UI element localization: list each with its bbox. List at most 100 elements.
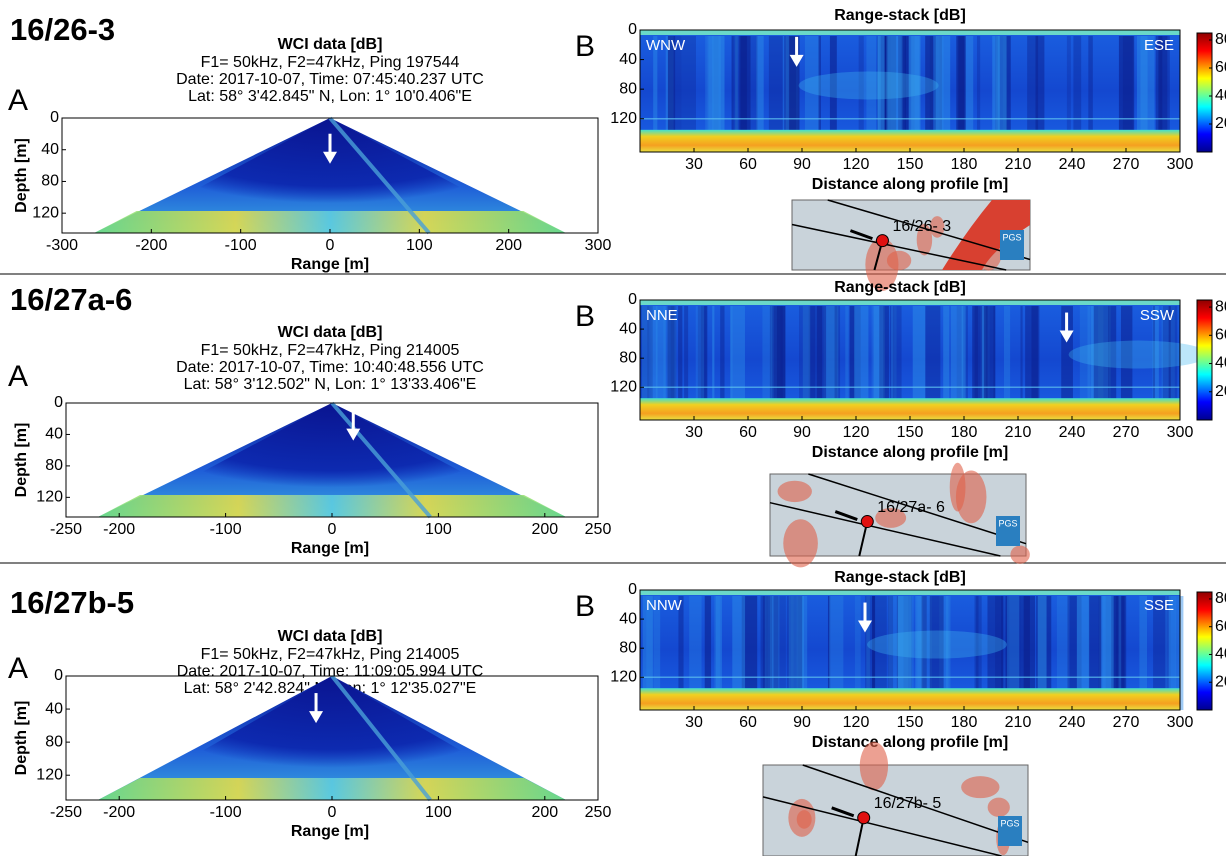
x-tick-label: 30 [685,156,703,173]
x-tick-label: 30 [685,714,703,731]
y-tick-label: 80 [41,173,59,190]
well-location [858,812,870,824]
x-tick-label: -200 [135,237,167,254]
x-tick-label: 250 [585,804,612,821]
x-tick-label: 150 [897,424,924,441]
well-name: 16/26-3 [10,12,115,47]
colorbar-tick-label: 60 [1215,59,1226,76]
wci-image [98,676,566,800]
x-tick-label: 90 [793,156,811,173]
x-axis-label: Distance along profile [m] [812,176,1008,193]
wci-title: WCI data [dB] [278,628,383,645]
y-axis-label: Depth [m] [13,701,30,776]
wci-subtitle: F1= 50kHz, F2=47kHz, Ping 214005 [201,646,460,663]
x-tick-label: 200 [495,237,522,254]
panel-label: B [575,300,595,333]
x-tick-label: -200 [103,804,135,821]
x-tick-label: -100 [225,237,257,254]
x-tick-label: 250 [585,521,612,538]
x-tick-label: 0 [328,521,337,538]
well-map-label: 16/27b- 5 [874,795,942,812]
x-tick-label: 270 [1113,424,1140,441]
wci-subtitle: F1= 50kHz, F2=47kHz, Ping 197544 [201,54,460,71]
wci-title: WCI data [dB] [278,324,383,341]
colorbar-tick-label: 20 [1215,383,1226,400]
colorbar-tick-label: 60 [1215,618,1226,635]
colorbar-tick-label: 80 [1215,590,1226,607]
x-tick-label: 270 [1113,156,1140,173]
x-tick-label: 210 [1005,156,1032,173]
colorbar [1197,592,1212,710]
stack-anomaly [799,71,939,99]
x-tick-label: 0 [328,804,337,821]
x-tick-label: 300 [1167,714,1194,731]
x-axis-label: Range [m] [291,256,369,273]
y-tick-label: 40 [45,426,63,443]
x-tick-label: 180 [951,424,978,441]
x-tick-label: 210 [1005,714,1032,731]
y-tick-label: 120 [32,204,59,221]
colorbar [1197,33,1212,152]
x-tick-label: -250 [50,521,82,538]
well-name: 16/27a-6 [10,282,132,317]
well-location [876,235,888,247]
x-tick-label: 100 [425,804,452,821]
colorbar-tick-label: 20 [1215,673,1226,690]
panel-label: B [575,590,595,623]
x-tick-label: 90 [793,714,811,731]
well-location [861,516,873,528]
map-blob [950,463,966,512]
y-tick-label: 40 [619,320,637,337]
x-tick-label: 180 [951,156,978,173]
panel-label: B [575,30,595,63]
x-tick-label: 270 [1113,714,1140,731]
y-tick-label: 120 [610,668,637,685]
y-tick-label: 120 [610,110,637,127]
logo: PGS [998,518,1017,528]
x-tick-label: -200 [103,521,135,538]
inset-map: 16/27b- 5 PGS [763,742,1028,856]
stack-image [640,590,1183,710]
stack-anomaly [1069,341,1209,369]
x-tick-label: 150 [897,714,924,731]
stack-title: Range-stack [dB] [834,279,966,296]
direction-label: WNW [646,37,686,54]
stack-surface [640,590,1180,595]
y-tick-label: 80 [45,733,63,750]
x-tick-label: 120 [843,424,870,441]
colorbar-tick-label: 40 [1215,646,1226,663]
x-tick-label: 240 [1059,156,1086,173]
well-map-label: 16/27a- 6 [877,499,945,516]
direction-label: ESE [1144,37,1174,54]
wci-subtitle: Date: 2017-10-07, Time: 10:40:48.556 UTC [176,359,484,376]
x-tick-label: 300 [1167,424,1194,441]
y-tick-label: 120 [36,489,63,506]
x-tick-label: 300 [1167,156,1194,173]
figure: 16/26-3AWCI data [dB]F1= 50kHz, F2=47kHz… [0,0,1226,856]
y-tick-label: 0 [54,667,63,684]
stack-anomaly [867,631,1007,659]
wci-title: WCI data [dB] [278,36,383,53]
map-blob [887,251,911,270]
y-tick-label: 0 [50,109,59,126]
wci-subtitle: Lat: 58° 3'12.502" N, Lon: 1° 13'33.406"… [184,376,477,393]
stack-title: Range-stack [dB] [834,7,966,24]
direction-label: SSE [1144,597,1174,614]
x-tick-label: 240 [1059,424,1086,441]
y-tick-label: 120 [36,766,63,783]
x-axis-label: Range [m] [291,823,369,840]
map-blob [1010,546,1029,564]
panel-label: A [8,360,28,393]
wci-subtitle: F1= 50kHz, F2=47kHz, Ping 214005 [201,342,460,359]
map-blob [783,519,818,567]
stack-title: Range-stack [dB] [834,569,966,586]
x-tick-label: 200 [531,521,558,538]
panel-label: A [8,652,28,685]
map-blob [988,798,1010,817]
y-tick-label: 0 [628,291,637,308]
logo: PGS [1000,818,1019,828]
y-tick-label: 120 [610,378,637,395]
y-tick-label: 40 [619,51,637,68]
wci-subtitle: Date: 2017-10-07, Time: 07:45:40.237 UTC [176,71,484,88]
x-tick-label: 200 [531,804,558,821]
